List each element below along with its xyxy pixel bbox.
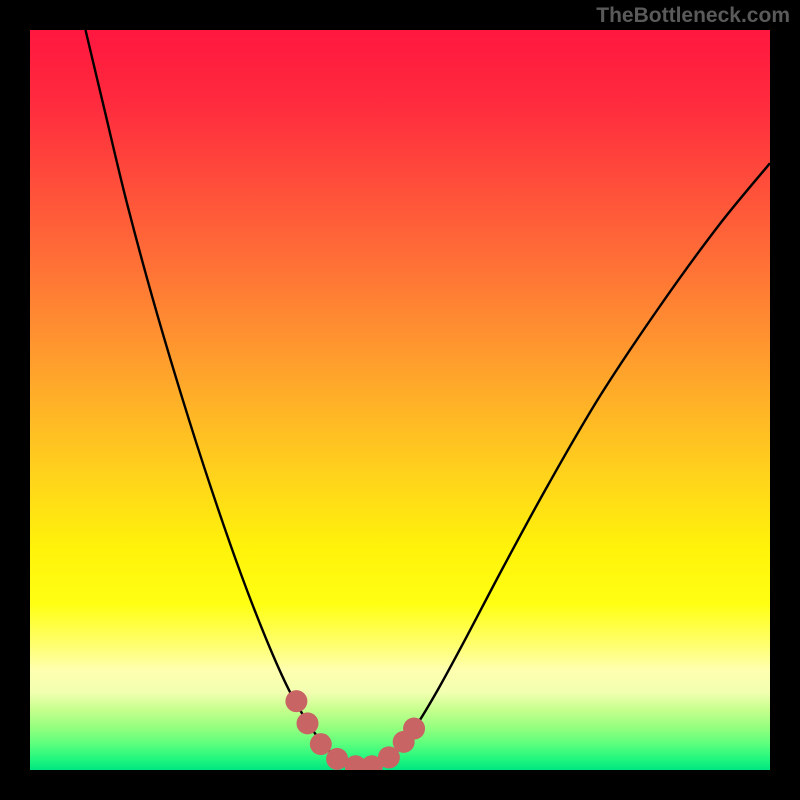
watermark-text: TheBottleneck.com (596, 4, 790, 28)
marker-dot (297, 712, 319, 734)
marker-dot (310, 733, 332, 755)
marker-dot (285, 690, 307, 712)
plot-area (30, 30, 770, 770)
marker-dot (403, 718, 425, 740)
curve-overlay (30, 30, 770, 770)
marker-group (285, 690, 425, 770)
v-curve-path (86, 30, 771, 768)
chart-container: TheBottleneck.com (0, 0, 800, 800)
